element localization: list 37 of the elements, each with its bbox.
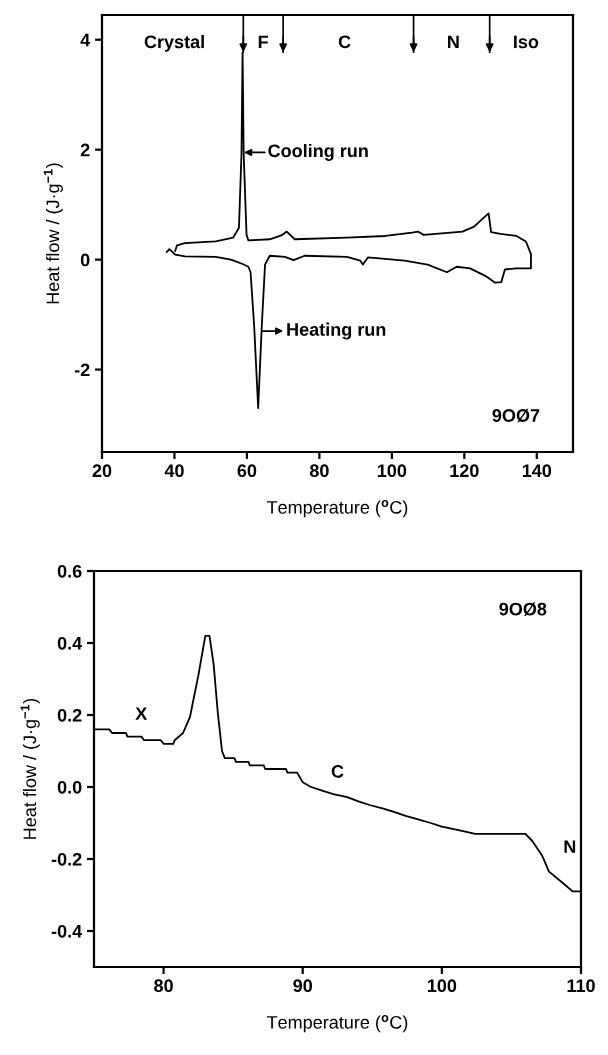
x-tick-label: 110	[567, 979, 595, 993]
annotation: Cooling run	[268, 143, 368, 161]
annotation: 9OØ7	[492, 408, 540, 423]
x-tick-label: 140	[522, 464, 552, 478]
x-tick-label: 90	[293, 979, 313, 993]
annotation: C	[331, 765, 344, 778]
annotation: X	[135, 707, 148, 720]
y-tick-label: -2	[74, 363, 90, 377]
y-tick-label: 4	[80, 33, 91, 47]
x-tick-label: 100	[427, 979, 457, 993]
x-tick-label: 100	[377, 464, 407, 478]
annotation: 9OØ8	[499, 602, 547, 616]
y-tick-label: -0.2	[51, 852, 82, 866]
annotation: F	[258, 35, 268, 49]
annotation: Heating run	[287, 322, 386, 340]
y-tick-label: 0	[80, 253, 90, 267]
annotation: Iso	[514, 35, 539, 49]
annotation: C	[338, 35, 351, 49]
x-tick-label: 40	[164, 464, 184, 478]
x-tick-label: 80	[309, 464, 329, 478]
x-axis-title: Temperature ($^{o}$C)	[266, 1015, 408, 1033]
x-tick-label: 80	[154, 979, 173, 993]
y-tick-label: 0.6	[57, 564, 82, 578]
y-axis-title: Heat flow / (J·g$^{−1}$)	[43, 163, 63, 304]
annotation: N	[448, 35, 459, 49]
y-tick-label: 2	[80, 143, 90, 157]
x-tick-label: 120	[450, 464, 479, 478]
y-axis-title: Heat flow / (J·g$^{−1}$)	[20, 698, 40, 839]
annotation: Crystal	[144, 34, 204, 52]
y-tick-label: 0.0	[57, 780, 82, 794]
y-tick-label: 0.4	[57, 636, 83, 650]
x-tick-label: 60	[237, 464, 257, 478]
y-tick-label: 0.2	[57, 708, 82, 722]
annotation: N	[564, 840, 576, 853]
y-tick-label: -0.4	[51, 924, 83, 938]
x-tick-label: 20	[92, 464, 112, 478]
x-axis-title: Temperature ($^{o}$C)	[266, 500, 408, 518]
